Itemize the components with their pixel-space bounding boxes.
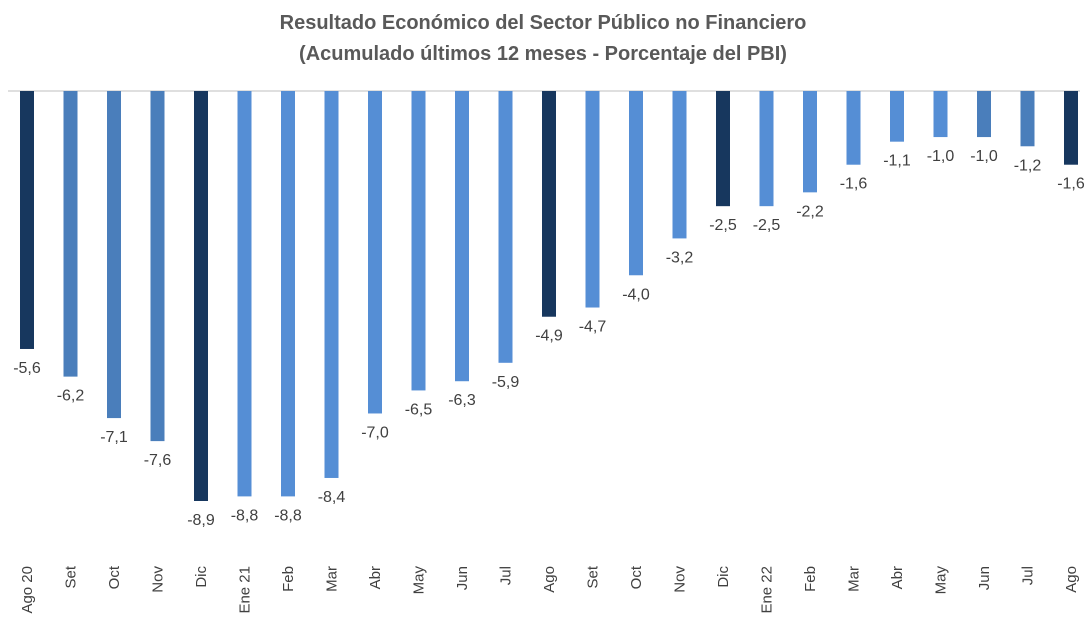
bar [368, 91, 382, 414]
bar [237, 91, 252, 497]
x-tick-label: Abr [367, 566, 384, 589]
data-label: -8,8 [231, 507, 259, 524]
data-label: -6,2 [57, 388, 85, 405]
bar [759, 91, 774, 207]
data-label: -5,9 [492, 374, 520, 391]
data-label: -5,6 [13, 360, 41, 377]
x-tick-label: Abr [889, 566, 906, 589]
bar [803, 91, 817, 193]
data-label: -1,1 [883, 153, 911, 170]
bar [629, 91, 643, 276]
x-tick-label: May [411, 566, 428, 595]
x-tick-label: Nov [150, 566, 167, 593]
data-label: -1,6 [1057, 176, 1085, 193]
data-label: -6,3 [448, 392, 476, 409]
bar [716, 91, 730, 207]
bar [324, 91, 339, 478]
bar [846, 91, 861, 165]
chart-subtitle: (Acumulado últimos 12 meses - Porcentaje… [299, 43, 787, 65]
data-label: -8,9 [187, 512, 215, 529]
bar [455, 91, 469, 382]
data-label: -3,2 [666, 249, 694, 266]
bar [933, 91, 948, 138]
bar [107, 91, 121, 419]
x-tick-label: Ago [1063, 566, 1080, 593]
x-tick-label: Set [585, 565, 602, 588]
x-tick-label: Feb [280, 566, 297, 592]
x-tick-label: Oct [628, 565, 645, 589]
x-tick-label: Set [63, 565, 80, 588]
chart-title: Resultado Económico del Sector Público n… [280, 12, 807, 34]
bar [150, 91, 165, 442]
x-tick-label: Dic [193, 566, 210, 588]
bar [1064, 91, 1078, 165]
bar [194, 91, 208, 501]
x-tick-label: Oct [106, 565, 123, 589]
bar [1020, 91, 1035, 147]
data-label: -7,0 [361, 424, 389, 441]
x-tick-label: Dic [715, 566, 732, 588]
data-label: -2,5 [709, 217, 737, 234]
bar [585, 91, 600, 308]
data-label: -1,2 [1014, 157, 1042, 174]
x-tick-label: Jul [1020, 566, 1037, 585]
data-label: -8,4 [318, 489, 346, 506]
data-label: -4,7 [579, 319, 607, 336]
bar [498, 91, 513, 363]
bar [977, 91, 991, 138]
x-tick-label: Ene 22 [759, 566, 776, 614]
data-label: -2,5 [753, 217, 781, 234]
x-tick-label: Ago 20 [19, 566, 36, 614]
data-label: -6,5 [405, 401, 433, 418]
data-label: -1,0 [927, 148, 955, 165]
data-label: -4,0 [622, 286, 650, 303]
x-tick-label: Mar [846, 566, 863, 592]
data-label: -7,1 [100, 429, 128, 446]
data-label: -2,2 [796, 203, 824, 220]
x-tick-label: Jul [498, 566, 515, 585]
bar [63, 91, 78, 377]
x-tick-label: Ene 21 [237, 566, 254, 614]
x-tick-label: Ago [541, 566, 558, 593]
data-label: -4,9 [535, 328, 563, 345]
bar [890, 91, 904, 142]
bar [20, 91, 34, 349]
bar [542, 91, 556, 317]
data-label: -7,6 [144, 452, 172, 469]
bar [411, 91, 426, 391]
data-label: -8,8 [274, 507, 302, 524]
data-label: -1,0 [970, 148, 998, 165]
x-tick-label: Nov [672, 566, 689, 593]
data-label: -1,6 [840, 176, 868, 193]
x-tick-label: Jun [976, 566, 993, 590]
x-tick-label: Jun [454, 566, 471, 590]
x-tick-label: Feb [802, 566, 819, 592]
bar [672, 91, 687, 239]
x-tick-label: May [933, 566, 950, 595]
x-tick-label: Mar [324, 566, 341, 592]
bar [281, 91, 295, 497]
